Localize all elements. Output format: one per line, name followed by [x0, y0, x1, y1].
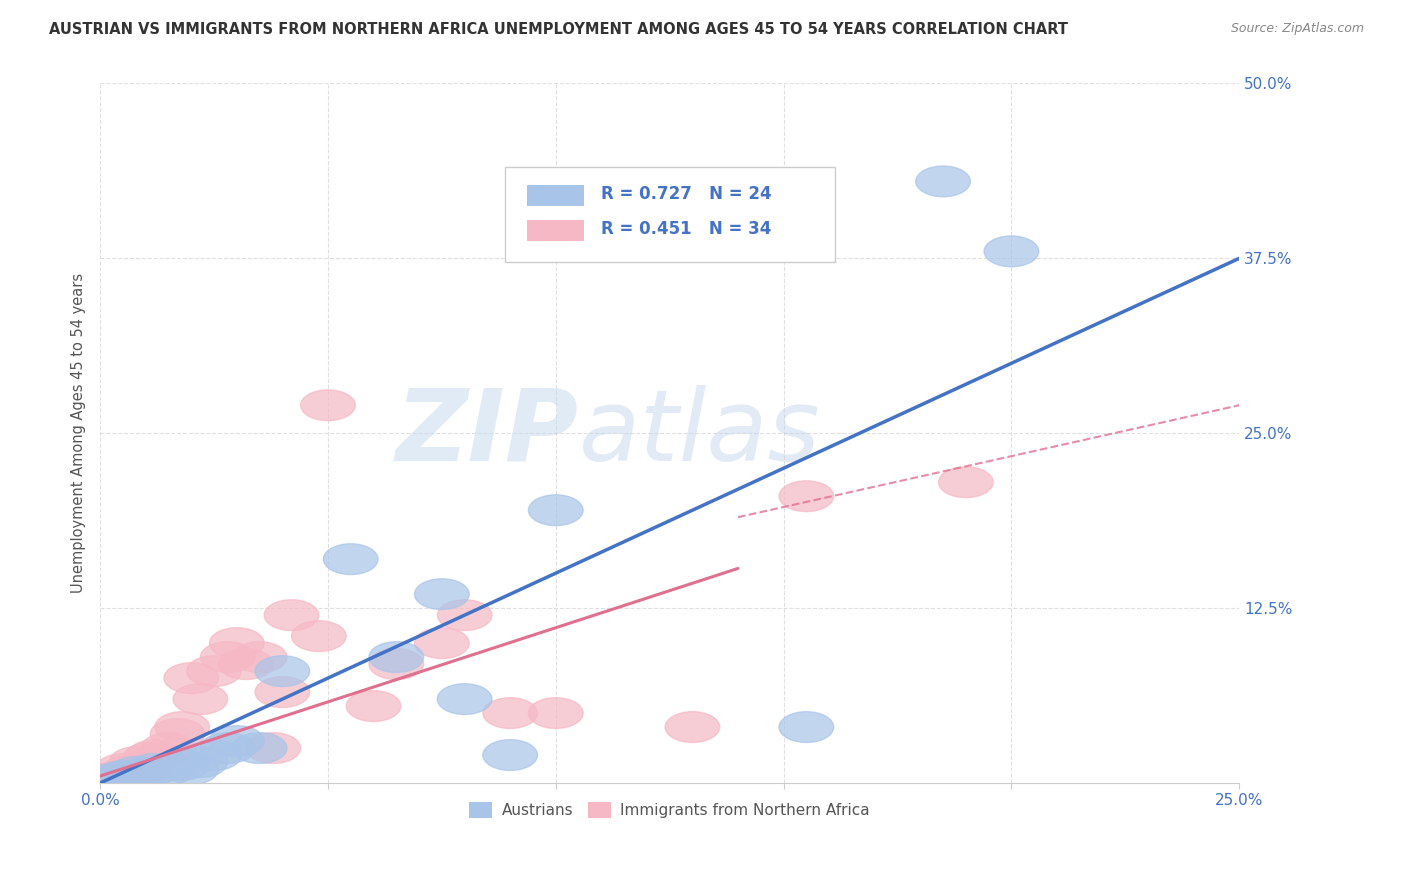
Legend: Austrians, Immigrants from Northern Africa: Austrians, Immigrants from Northern Afri… [463, 797, 876, 824]
FancyBboxPatch shape [527, 219, 585, 241]
Text: R = 0.727   N = 24: R = 0.727 N = 24 [602, 185, 772, 203]
Text: Source: ZipAtlas.com: Source: ZipAtlas.com [1230, 22, 1364, 36]
FancyBboxPatch shape [505, 168, 835, 262]
Text: AUSTRIAN VS IMMIGRANTS FROM NORTHERN AFRICA UNEMPLOYMENT AMONG AGES 45 TO 54 YEA: AUSTRIAN VS IMMIGRANTS FROM NORTHERN AFR… [49, 22, 1069, 37]
FancyBboxPatch shape [527, 185, 585, 206]
Text: atlas: atlas [578, 384, 820, 482]
Text: ZIP: ZIP [395, 384, 578, 482]
Y-axis label: Unemployment Among Ages 45 to 54 years: Unemployment Among Ages 45 to 54 years [72, 273, 86, 593]
Text: R = 0.451   N = 34: R = 0.451 N = 34 [602, 220, 772, 238]
